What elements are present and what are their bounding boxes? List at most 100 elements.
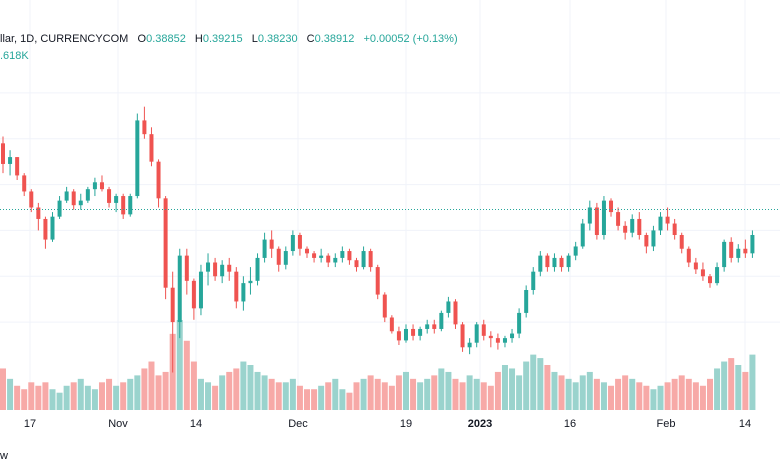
candle-body — [85, 189, 90, 201]
candle-body — [708, 276, 712, 284]
candle-body — [439, 312, 444, 329]
grid — [0, 0, 780, 410]
volume-bar — [155, 375, 162, 410]
volume-bar — [332, 378, 339, 410]
candle-body — [616, 212, 621, 226]
candle-body — [78, 200, 83, 206]
volume-bar — [728, 358, 735, 410]
volume-bar — [410, 378, 417, 410]
volume-bar — [84, 385, 91, 410]
volume-bar — [699, 385, 706, 410]
volume-bar — [49, 389, 56, 410]
candle-body — [326, 255, 331, 263]
volume-bar — [35, 385, 42, 410]
x-tick: 14 — [738, 418, 752, 430]
volume-bar — [466, 375, 473, 410]
volume-bar — [134, 375, 141, 410]
candle-body — [177, 255, 182, 323]
candle-body — [403, 328, 408, 341]
candle-body — [686, 248, 691, 263]
volume-bar — [70, 382, 77, 410]
volume-bar — [678, 375, 685, 410]
volume-bar — [445, 371, 452, 410]
volume-bar — [742, 371, 749, 410]
volume-bar — [480, 382, 487, 410]
candle-body — [297, 235, 302, 249]
candle-body — [382, 294, 387, 318]
candle-body — [411, 328, 416, 336]
volume-bar — [268, 378, 275, 410]
volume-bar — [714, 368, 721, 410]
candle-body — [743, 248, 748, 254]
volume-bar — [586, 371, 593, 410]
candle-body — [495, 338, 500, 343]
candle-body — [594, 207, 599, 235]
low-value: 0.38230 — [257, 33, 298, 45]
candle-body — [227, 264, 232, 272]
candle-body — [15, 157, 20, 176]
candle-body — [206, 262, 211, 272]
volume-bar — [240, 361, 247, 410]
candle-body — [510, 333, 515, 339]
volume-bar — [615, 378, 622, 410]
candle-body — [552, 257, 557, 268]
close-label: C — [306, 33, 315, 45]
candle-body — [474, 324, 479, 343]
candle-body — [213, 262, 218, 277]
candle-body — [241, 283, 246, 302]
x-tick: Feb — [656, 418, 676, 430]
volume-bar — [650, 389, 657, 410]
candle-body — [453, 301, 458, 325]
volume-bar — [636, 382, 643, 410]
candle-body — [460, 324, 465, 348]
volume-bar — [544, 365, 551, 410]
volume-bar — [7, 378, 14, 410]
candle-body — [184, 255, 189, 281]
candle-body — [651, 230, 656, 247]
x-tick: 17 — [23, 418, 37, 430]
volume-bar — [353, 382, 360, 410]
volume-bar — [600, 382, 607, 410]
candle-body — [665, 216, 670, 224]
volume-bar — [558, 375, 565, 410]
candle-body — [354, 260, 359, 268]
volume-bar — [296, 385, 303, 410]
volume-bar — [643, 385, 650, 410]
volume-bar — [452, 378, 459, 410]
volume-bar — [516, 375, 523, 410]
x-tick: 19 — [399, 418, 413, 430]
volume-bar — [360, 378, 367, 410]
candle-body — [234, 271, 239, 302]
volume-bar — [579, 375, 586, 410]
volume-bar — [402, 371, 409, 410]
candle-body — [601, 200, 606, 235]
candle-body — [255, 257, 260, 281]
footer-text: w — [0, 450, 8, 462]
candle-body — [1, 143, 5, 164]
candle-body — [361, 251, 366, 268]
candle-body — [149, 134, 154, 162]
close-value: 0.38912 — [314, 33, 355, 45]
candle-body — [432, 324, 437, 329]
volume-bar — [148, 361, 155, 410]
volume-bars — [0, 320, 756, 410]
change-value: +0.00052 (+0.13%) — [363, 33, 458, 45]
candle-body — [107, 189, 112, 203]
candle-body — [672, 223, 677, 235]
candle-body — [29, 191, 34, 208]
volume-bar — [120, 382, 127, 410]
candle-body — [92, 182, 97, 190]
volume-bar — [106, 378, 113, 410]
candle-body — [502, 338, 507, 343]
volume-bar — [431, 375, 438, 410]
candle-body — [587, 207, 592, 224]
candle-body — [693, 262, 698, 270]
candle-body — [290, 235, 295, 252]
volume-bar — [749, 354, 756, 410]
volume-bar — [113, 385, 120, 410]
candle-body — [425, 324, 430, 329]
candle-body — [99, 182, 104, 190]
candle-body — [276, 248, 281, 265]
